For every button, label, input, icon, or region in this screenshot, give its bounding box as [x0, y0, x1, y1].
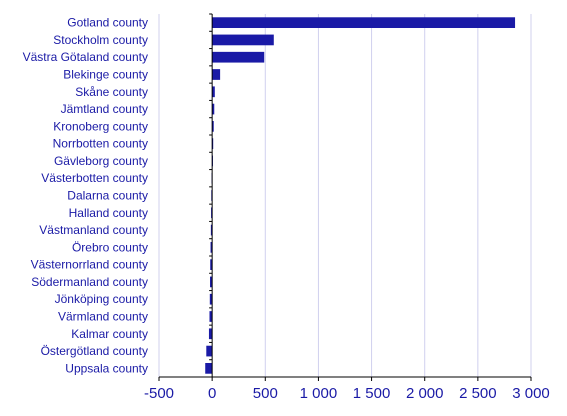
category-label: Gävleborg county — [54, 154, 148, 168]
x-tick-label: 500 — [253, 385, 278, 402]
bar — [212, 103, 215, 115]
bar — [211, 207, 213, 219]
gridlines — [158, 14, 532, 377]
x-tick-label: 1 500 — [353, 385, 391, 402]
x-tick-label: 1 000 — [300, 385, 338, 402]
category-label: Halland county — [69, 206, 148, 220]
category-labels: Gotland county Stockholm county Västra Göt… — [23, 16, 148, 376]
x-tick-label: -500 — [144, 385, 174, 402]
category-label: Jönköping county — [55, 292, 148, 306]
bar — [212, 86, 215, 98]
bar — [212, 69, 221, 80]
category-label: Stockholm county — [53, 33, 148, 47]
bar — [210, 241, 213, 253]
category-label: Västernorrland county — [31, 258, 148, 272]
category-label: Örebro county — [72, 240, 148, 254]
category-label: Västmanland county — [39, 223, 148, 237]
category-label: Kalmar county — [71, 327, 148, 341]
category-label: Södermanland county — [31, 275, 148, 289]
bar — [210, 224, 213, 236]
x-tick-label: 2 000 — [406, 385, 444, 402]
bar — [206, 345, 213, 357]
category-label: Östergötland county — [41, 344, 148, 358]
category-label: Gotland county — [67, 16, 148, 30]
category-label: Uppsala county — [65, 361, 148, 375]
bar — [212, 51, 265, 63]
bar — [210, 276, 213, 288]
category-label: Värmland county — [58, 310, 148, 324]
category-label: Västra Götaland county — [23, 50, 148, 64]
category-label: Kronoberg county — [53, 119, 148, 133]
bar — [205, 362, 213, 374]
x-tick-label: 0 — [208, 385, 216, 402]
bar — [209, 293, 213, 305]
bar — [212, 34, 274, 46]
category-label: Jämtland county — [61, 102, 148, 116]
bar — [210, 259, 213, 271]
bar — [208, 328, 213, 340]
bars — [205, 14, 516, 377]
x-tick-label: 2 500 — [459, 385, 497, 402]
category-label: Skåne county — [75, 85, 148, 99]
category-label: Dalarna county — [67, 189, 148, 203]
x-axis-ticks: -500 0 500 1 000 1 500 2 000 2 500 3 000 — [144, 13, 550, 402]
bar — [212, 120, 214, 132]
category-label: Blekinge county — [63, 68, 148, 82]
category-label: Västerbotten county — [41, 171, 148, 185]
x-tick-label: 3 000 — [512, 385, 550, 402]
bar — [212, 138, 214, 150]
bar — [212, 17, 516, 29]
category-label: Norrbotten county — [53, 137, 148, 151]
bar — [209, 311, 213, 322]
